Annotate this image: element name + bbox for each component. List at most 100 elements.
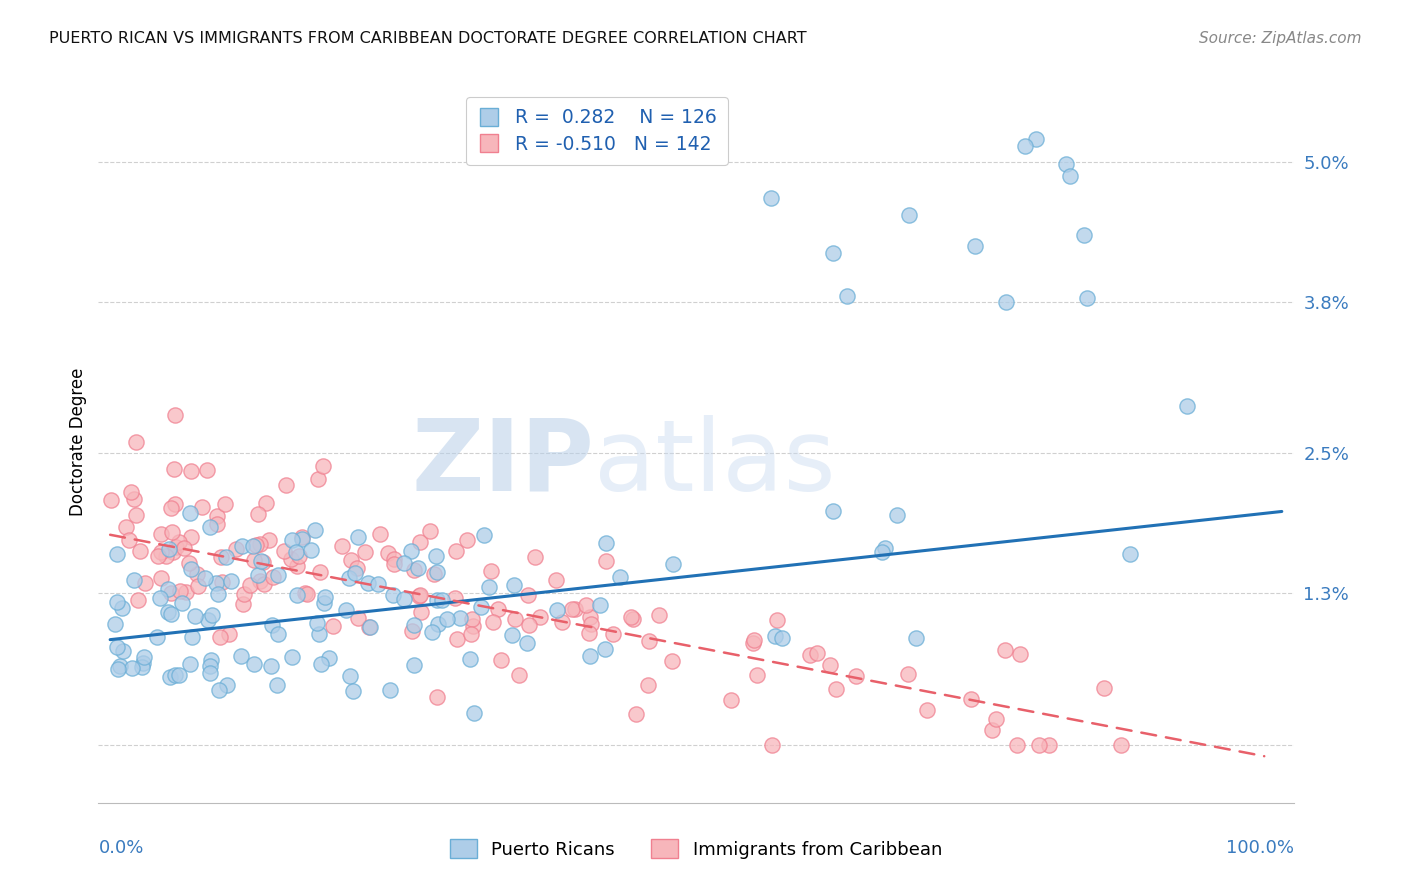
Point [294,585,316,599]
Point [546,603,568,617]
Point [638,634,661,648]
Point [243,552,266,566]
Point [637,678,659,692]
Point [208,683,231,698]
Point [1028,738,1050,752]
Point [575,598,598,612]
Point [505,612,527,626]
Point [915,703,938,717]
Text: PUERTO RICAN VS IMMIGRANTS FROM CARIBBEAN DOCTORATE DEGREE CORRELATION CHART: PUERTO RICAN VS IMMIGRANTS FROM CARIBBEA… [49,31,807,46]
Point [194,571,217,585]
Point [609,570,631,584]
Point [898,208,921,222]
Point [257,533,280,548]
Point [229,649,252,664]
Point [249,574,271,589]
Point [486,602,509,616]
Point [163,462,186,476]
Point [335,602,357,616]
Point [307,472,329,486]
Point [741,636,763,650]
Point [150,527,173,541]
Point [209,550,232,565]
Point [280,649,302,664]
Point [131,660,153,674]
Point [249,537,271,551]
Text: atlas: atlas [595,415,837,512]
Point [149,571,172,585]
Point [377,546,399,560]
Point [169,584,191,599]
Point [595,536,617,550]
Point [253,576,276,591]
Point [291,530,314,544]
Point [232,597,254,611]
Point [250,554,273,568]
Point [544,574,567,588]
Point [221,574,243,588]
Point [247,507,270,521]
Point [845,669,868,683]
Point [156,582,179,597]
Point [1119,547,1142,561]
Point [105,595,128,609]
Point [602,627,624,641]
Text: 0.0%: 0.0% [98,839,143,857]
Point [179,657,201,672]
Point [963,239,986,253]
Point [392,556,415,570]
Point [146,549,169,563]
Point [160,501,183,516]
Point [132,650,155,665]
Point [347,530,370,544]
Point [218,626,240,640]
Point [252,555,274,569]
Point [661,654,683,668]
Point [239,578,262,592]
Point [404,617,426,632]
Point [198,666,221,681]
Point [436,612,458,626]
Point [157,605,180,619]
Point [205,575,228,590]
Point [742,633,765,648]
Point [260,617,283,632]
Point [122,573,145,587]
Point [959,692,981,706]
Point [461,612,484,626]
Point [184,609,207,624]
Point [314,596,336,610]
Point [1175,399,1198,413]
Point [626,707,648,722]
Point [162,545,184,559]
Point [449,611,471,625]
Point [309,657,332,672]
Point [1054,157,1077,171]
Point [799,648,821,662]
Point [401,624,423,639]
Point [620,610,643,624]
Point [128,544,150,558]
Point [291,532,314,546]
Point [295,587,318,601]
Point [105,640,128,654]
Point [516,636,538,650]
Point [1038,738,1060,752]
Point [131,657,153,671]
Point [174,585,197,599]
Point [662,557,685,571]
Point [897,667,920,681]
Point [402,657,425,672]
Point [406,561,429,575]
Point [173,541,195,555]
Point [821,246,844,260]
Point [763,629,786,643]
Point [120,485,142,500]
Point [875,541,897,555]
Point [180,562,202,576]
Point [134,575,156,590]
Point [112,644,135,658]
Point [456,533,478,547]
Point [529,609,551,624]
Point [419,524,441,539]
